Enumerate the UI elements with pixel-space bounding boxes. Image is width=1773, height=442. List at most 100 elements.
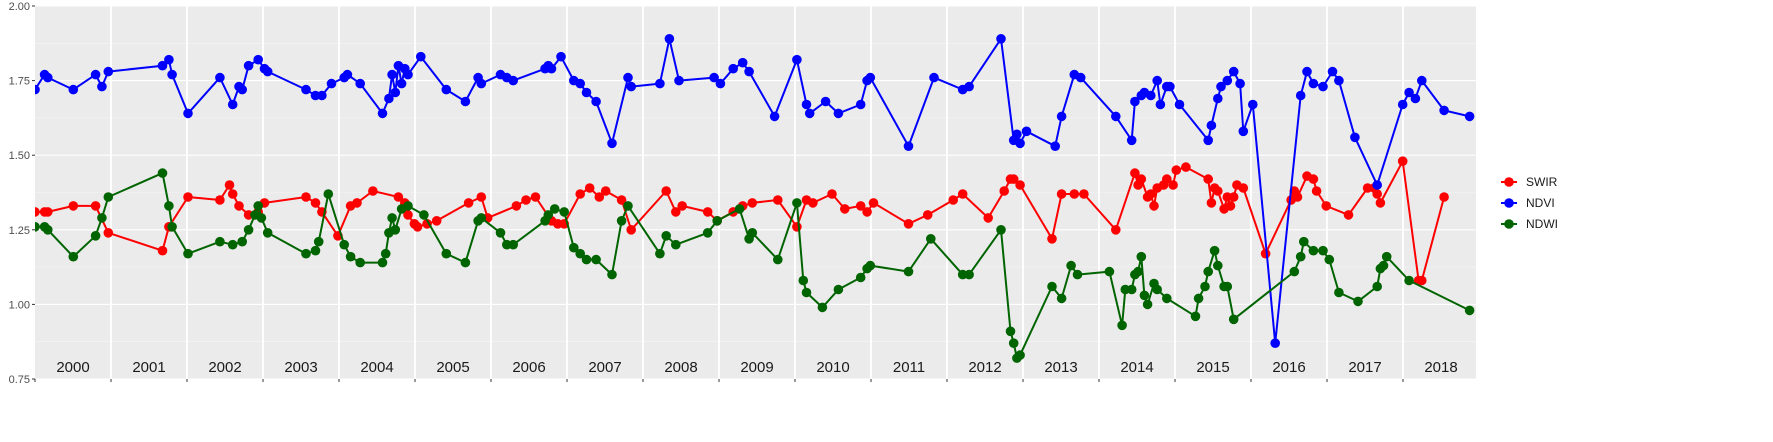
data-point [342,69,353,80]
data-point [996,225,1006,235]
data-point [655,78,665,89]
data-point [215,195,225,205]
data-point [559,207,569,217]
data-point [1117,320,1127,331]
year-label: 2017 [1348,359,1381,376]
data-point [227,239,238,250]
data-point [903,266,914,277]
legend-label: NDWI [1526,217,1558,231]
legend-label: NDVI [1526,196,1555,210]
data-point [1171,165,1182,175]
data-point [416,51,426,62]
data-point [1133,266,1143,277]
data-point [964,269,974,280]
data-point [1130,168,1140,178]
data-point [1050,141,1060,151]
data-point [1181,162,1191,172]
y-tick-label: 2.00 [9,1,30,13]
y-tick-label: 0.75 [9,374,30,386]
data-point [792,222,802,232]
data-point [1126,135,1137,146]
data-point [495,228,506,238]
data-point [301,84,311,95]
data-point [390,87,401,98]
data-point [1168,180,1178,190]
data-point [243,225,254,235]
data-point [164,201,174,211]
data-point [833,284,844,295]
data-point [183,248,193,259]
data-point [90,69,101,80]
data-point [964,81,974,92]
data-point [403,69,413,80]
data-point [702,228,713,238]
data-point [773,254,783,265]
data-point [463,198,474,208]
data-point [623,72,633,83]
data-point [243,60,254,71]
data-point [476,213,487,223]
data-point [1295,251,1306,262]
data-point [1056,189,1067,199]
data-point [1021,126,1032,137]
data-point [1381,251,1392,262]
data-point [1417,275,1427,286]
data-point [1015,138,1025,149]
data-point [1334,75,1344,86]
data-point [1075,72,1086,83]
data-point [1015,180,1025,190]
data-point [301,192,311,202]
data-point [1404,275,1414,286]
data-point [1056,111,1067,122]
data-point [323,189,334,199]
data-point [1079,189,1089,199]
year-label: 2015 [1196,359,1229,376]
data-point [460,257,471,268]
data-point [581,254,592,265]
data-point [1206,120,1217,131]
data-point [1318,81,1328,92]
data-point [1404,87,1414,98]
year-label: 2009 [740,359,773,376]
year-label: 2006 [512,359,545,376]
data-point [215,236,225,247]
data-point [833,108,844,119]
year-label: 2007 [588,359,621,376]
data-point [1350,132,1360,143]
data-point [1222,281,1233,292]
y-axis: 0.75 1.00 1.25 1.50 1.75 2.00 [9,1,35,386]
data-point [508,75,518,86]
data-point [1200,281,1210,292]
data-point [253,201,263,211]
data-point [1152,75,1162,86]
legend-label: SWIR [1526,175,1558,189]
year-label: 2005 [436,359,469,376]
data-point [1464,305,1475,316]
data-point [817,302,828,313]
data-point [600,186,611,196]
data-point [1203,266,1213,277]
year-label: 2004 [360,359,393,376]
data-point [1136,174,1147,184]
data-point [581,87,592,98]
data-point [1292,192,1303,202]
data-point [1372,180,1382,190]
data-point [310,245,321,256]
data-point [798,275,809,286]
year-label: 2018 [1424,359,1457,376]
data-point [103,228,114,238]
data-point [862,207,872,217]
data-point [1222,75,1233,86]
data-point [97,81,107,92]
data-point [1311,186,1322,196]
data-point [227,99,238,110]
series-ndvi [35,34,1475,349]
data-point [262,228,273,238]
data-point [715,78,726,89]
data-point [575,189,585,199]
data-point [948,195,958,205]
data-point [983,213,993,223]
data-point [1353,296,1363,307]
data-point [1008,174,1019,184]
data-point [1439,192,1449,202]
